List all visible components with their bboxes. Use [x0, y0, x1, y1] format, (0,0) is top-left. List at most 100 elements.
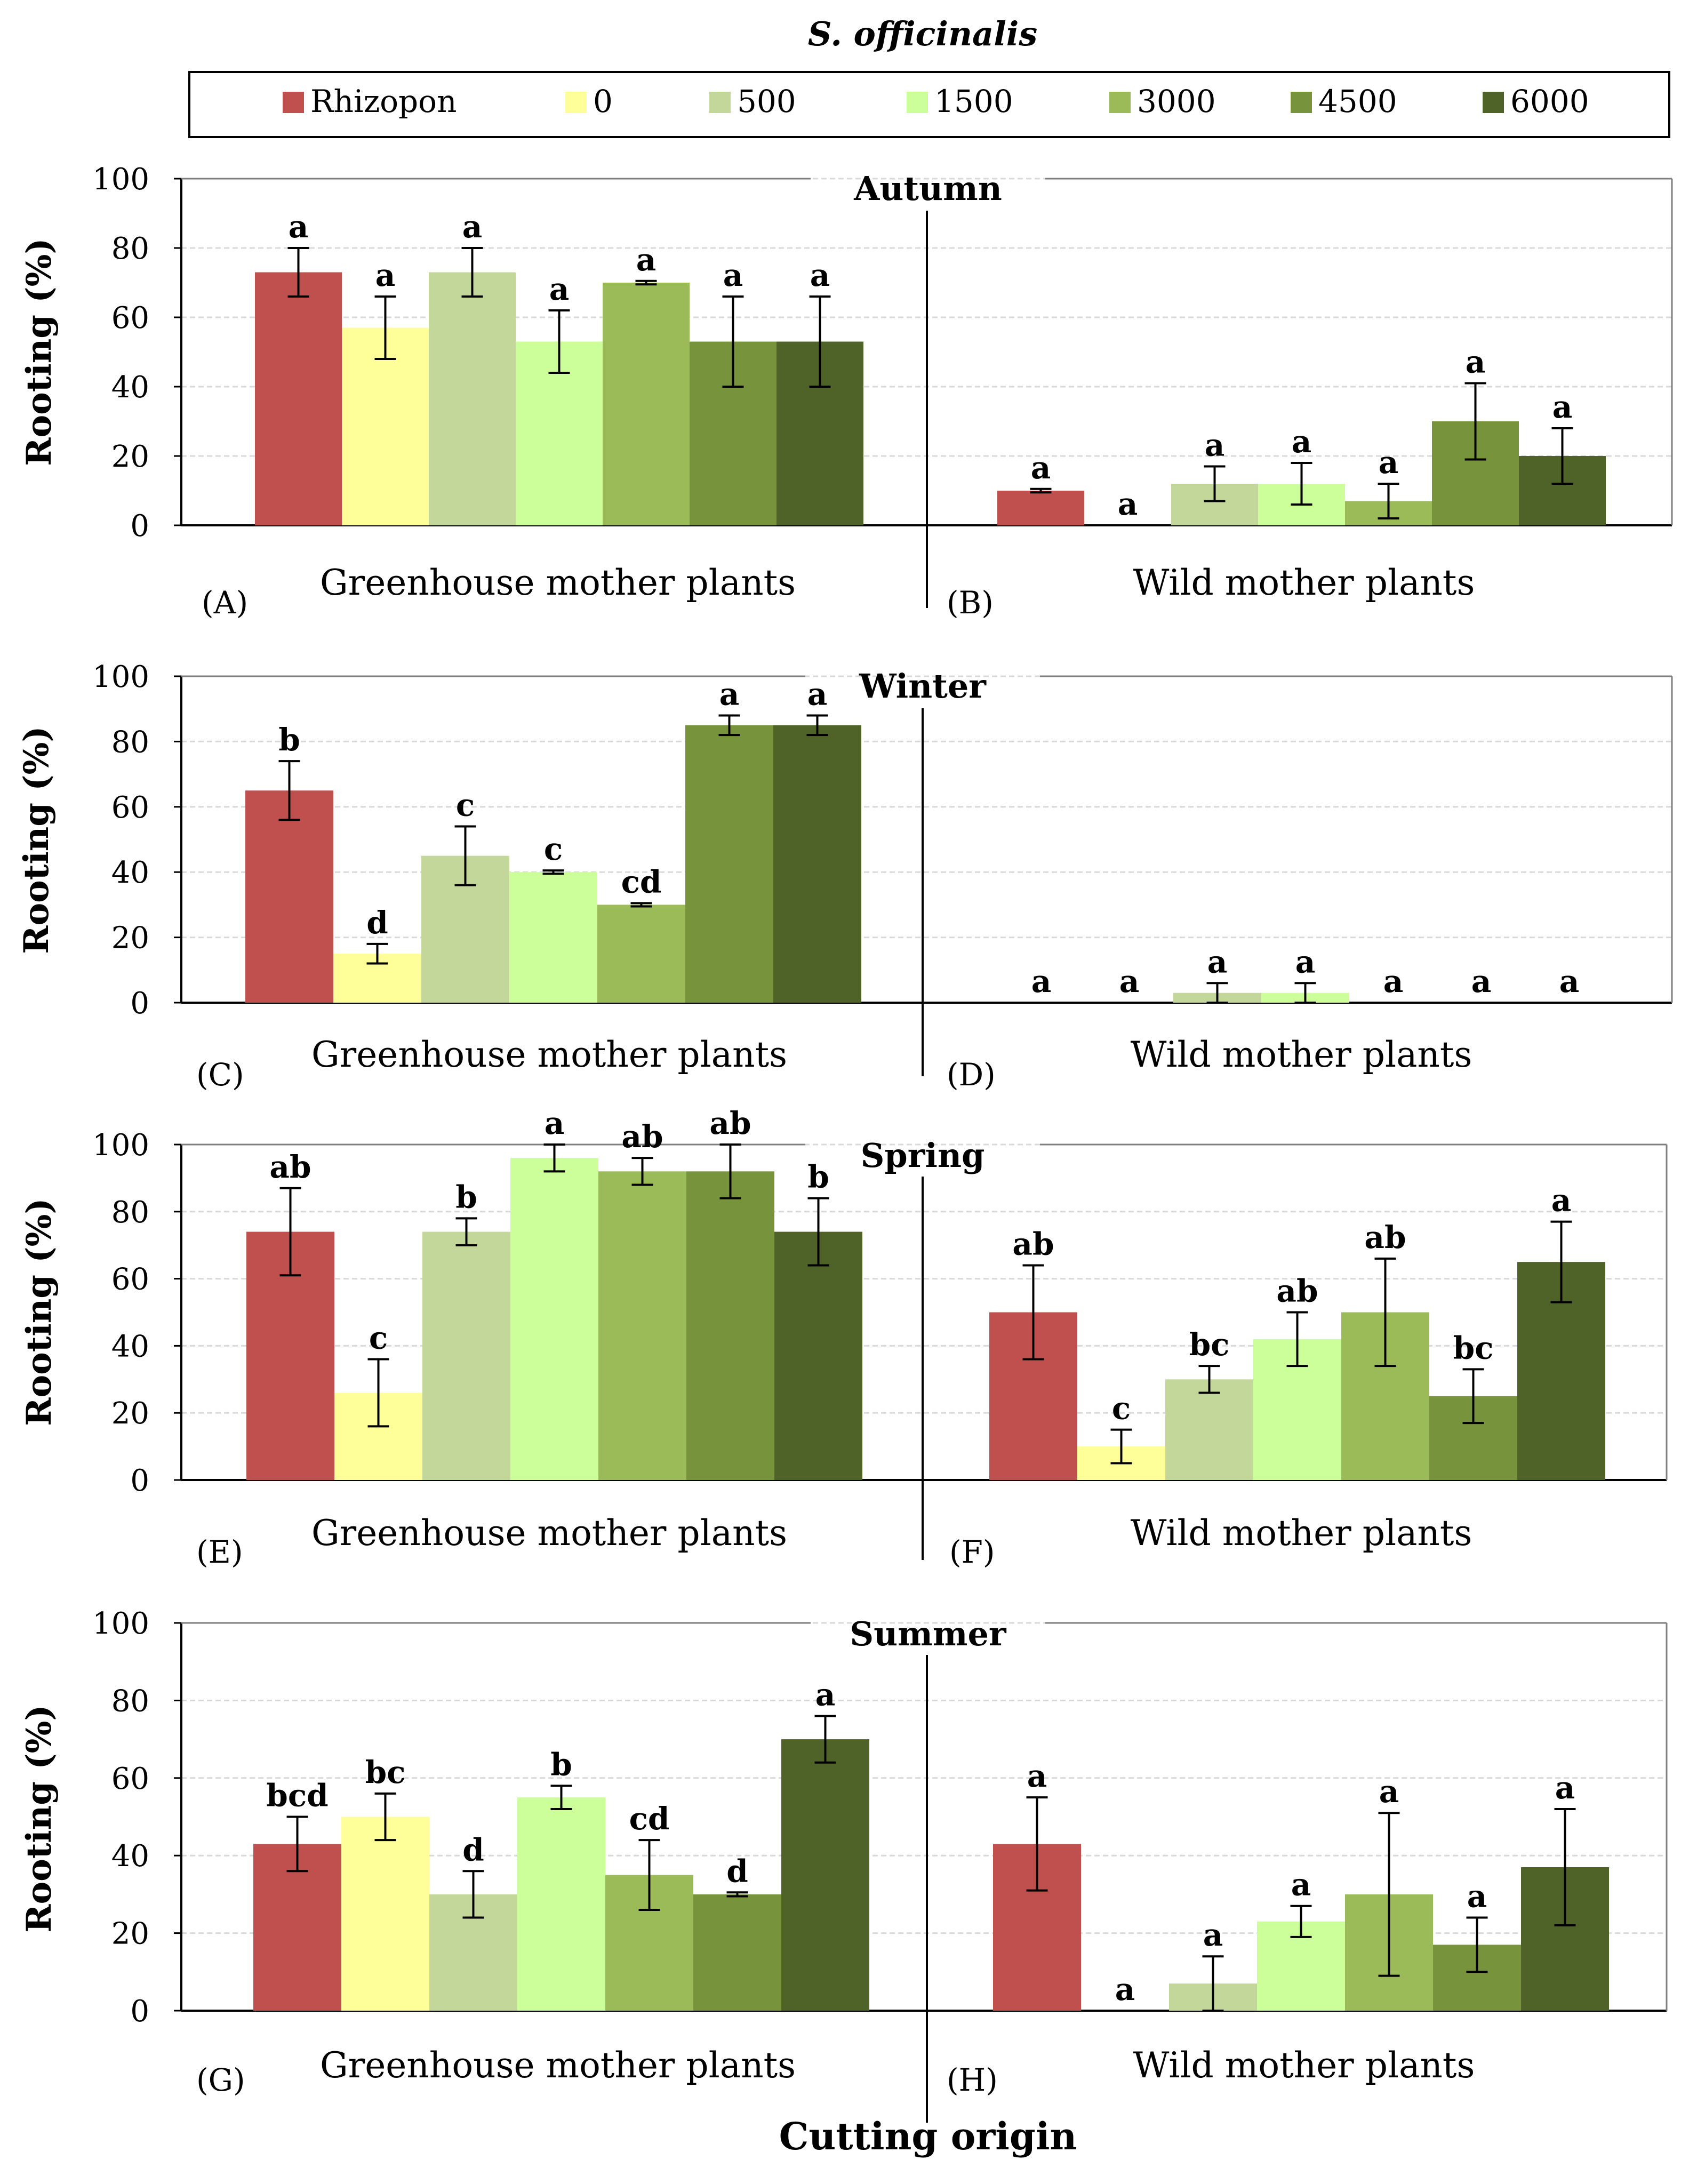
- significance-letter: c: [544, 831, 563, 867]
- panel-letter: (E): [196, 1534, 243, 1570]
- significance-letter: a: [1203, 1917, 1223, 1953]
- bar-summer-0-1: [341, 1817, 429, 2011]
- significance-letter: a: [1031, 450, 1051, 486]
- legend-swatch-5: [1291, 92, 1312, 113]
- panel-letter: (A): [202, 585, 248, 621]
- group-label: Greenhouse mother plants: [320, 2045, 796, 2086]
- x-axis-title: Cutting origin: [779, 2114, 1077, 2158]
- bar-winter-0-3: [509, 872, 597, 1003]
- significance-letter: a: [1118, 486, 1138, 522]
- bar-spring-0-2: [422, 1231, 510, 1480]
- significance-letter: a: [1379, 444, 1399, 481]
- significance-letter: a: [1383, 963, 1404, 999]
- y-tick-label: 40: [111, 1329, 149, 1364]
- significance-letter: a: [1115, 1971, 1135, 2007]
- significance-letter: c: [1112, 1390, 1131, 1427]
- significance-letter: a: [545, 1105, 565, 1141]
- legend-swatch-6: [1483, 92, 1504, 113]
- legend-label-1: 0: [593, 83, 613, 119]
- bar-summer-0-3: [517, 1797, 605, 2011]
- panel-letter: (F): [949, 1534, 995, 1570]
- y-tick-label: 100: [92, 162, 149, 197]
- legend-label-2: 500: [737, 83, 796, 119]
- y-tick-label: 60: [111, 1262, 149, 1297]
- season-title: Winter: [859, 667, 987, 706]
- legend: Rhizopon 0 500 1500 3000 4500 6000: [188, 71, 1670, 138]
- group-label: Greenhouse mother plants: [320, 562, 796, 603]
- y-tick-label: 0: [130, 986, 149, 1021]
- significance-letter: bcd: [266, 1778, 328, 1814]
- significance-letter: bc: [1189, 1326, 1230, 1363]
- significance-letter: a: [1467, 1878, 1487, 1915]
- significance-letter: ab: [1364, 1219, 1406, 1255]
- season-title: Autumn: [853, 169, 1002, 208]
- y-tick-label: 80: [111, 231, 149, 266]
- significance-letter: a: [375, 257, 396, 293]
- significance-letter: d: [366, 905, 388, 941]
- significance-letter: a: [1119, 963, 1140, 999]
- season-title: Summer: [850, 1614, 1007, 1653]
- y-axis-label: Rooting (%): [19, 1198, 59, 1426]
- significance-letter: b: [807, 1159, 829, 1195]
- group-label: Greenhouse mother plants: [311, 1513, 787, 1554]
- legend-swatch-0: [283, 92, 304, 113]
- bar-autumn-0-2: [429, 272, 516, 525]
- significance-letter: bc: [1453, 1330, 1494, 1366]
- bar-autumn-0-1: [342, 327, 429, 525]
- legend-label-3: 1500: [934, 83, 1013, 119]
- significance-letter: ab: [1276, 1273, 1318, 1309]
- panel-letter: (G): [196, 2062, 245, 2098]
- significance-letter: c: [369, 1320, 388, 1356]
- y-tick-label: 60: [111, 790, 149, 825]
- panel-letter: (C): [196, 1057, 244, 1093]
- bar-summer-0-5: [693, 1894, 781, 2011]
- significance-letter: a: [1205, 427, 1225, 463]
- significance-letter: a: [1379, 1773, 1399, 1810]
- bar-spring-0-3: [510, 1158, 598, 1480]
- y-axis-label: Rooting (%): [19, 1705, 59, 1932]
- bar-winter-0-5: [685, 725, 773, 1003]
- significance-letter: a: [1552, 389, 1573, 425]
- y-tick-label: 40: [111, 1839, 149, 1874]
- panel-letter: (D): [947, 1057, 996, 1093]
- season-title: Spring: [861, 1136, 985, 1175]
- significance-letter: b: [550, 1746, 572, 1782]
- y-tick-label: 80: [111, 1195, 149, 1230]
- y-tick-label: 0: [130, 1994, 149, 2029]
- significance-letter: a: [1466, 344, 1486, 380]
- y-tick-label: 100: [92, 660, 149, 694]
- significance-letter: ab: [1012, 1226, 1054, 1262]
- significance-letter: a: [1295, 943, 1316, 980]
- group-label: Greenhouse mother plants: [311, 1034, 787, 1075]
- significance-letter: a: [810, 257, 830, 293]
- chart-panels: 0 20 40 60 80 100 Autumn Rooting (%) a a a a a a a (A) G…: [17, 162, 1673, 2123]
- significance-letter: a: [1291, 1867, 1311, 1903]
- y-tick-label: 80: [111, 1684, 149, 1718]
- significance-letter: a: [462, 209, 483, 245]
- significance-letter: a: [289, 209, 309, 245]
- significance-letter: cd: [621, 863, 662, 900]
- y-tick-label: 60: [111, 1762, 149, 1796]
- significance-letter: d: [726, 1853, 748, 1889]
- y-tick-label: 100: [92, 1128, 149, 1163]
- figure-title: S. officinalis: [808, 14, 1038, 53]
- group-label: Wild mother plants: [1133, 2045, 1475, 2086]
- group-label: Wild mother plants: [1133, 562, 1475, 603]
- legend-box: [188, 71, 1670, 138]
- significance-letter: b: [455, 1179, 477, 1215]
- significance-letter: a: [807, 676, 828, 712]
- panel-letter: (B): [947, 585, 994, 621]
- bar-autumn-0-4: [603, 283, 690, 525]
- y-tick-label: 20: [111, 1917, 149, 1951]
- y-tick-label: 40: [111, 855, 149, 890]
- bar-winter-0-0: [245, 790, 333, 1003]
- group-label: Wild mother plants: [1131, 1513, 1472, 1554]
- bar-winter-0-4: [597, 905, 685, 1003]
- significance-letter: a: [549, 271, 570, 307]
- y-tick-label: 20: [111, 439, 149, 474]
- significance-letter: c: [456, 787, 475, 823]
- significance-letter: b: [278, 722, 300, 758]
